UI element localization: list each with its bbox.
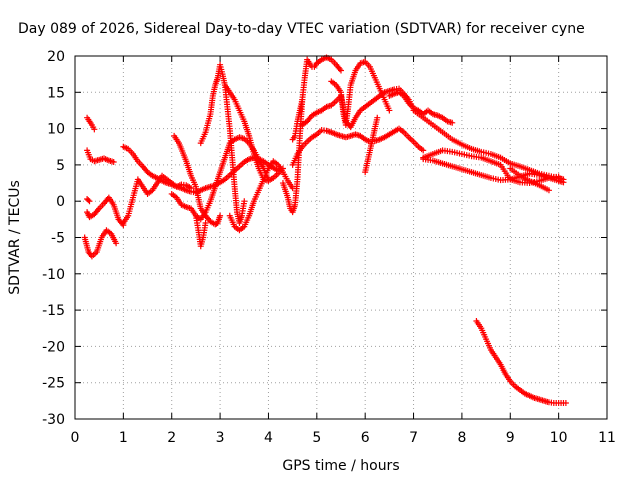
plot-border xyxy=(74,55,608,420)
x-tick-label: 8 xyxy=(457,430,466,446)
series-arc-03 xyxy=(84,194,127,229)
y-tick-label: -30 xyxy=(42,412,65,428)
series-arc-12 xyxy=(221,82,248,226)
data-point xyxy=(110,158,117,165)
y-tick-label: -15 xyxy=(42,303,65,319)
data-point xyxy=(85,197,92,204)
data-point xyxy=(91,126,98,133)
y-tick-label: 5 xyxy=(56,158,65,174)
series-arc-08 xyxy=(171,132,224,228)
data-layer xyxy=(81,54,569,407)
data-point xyxy=(299,96,306,103)
series-arc-09 xyxy=(168,134,272,223)
x-tick-label: 1 xyxy=(119,430,128,446)
series-arc-15 xyxy=(289,96,306,143)
series-arc-10 xyxy=(192,212,209,250)
y-tick-label: -5 xyxy=(51,231,65,247)
series-arc-05 xyxy=(84,196,93,205)
data-point xyxy=(545,187,552,194)
series-arc-22 xyxy=(410,107,567,183)
series-arc-24 xyxy=(420,147,562,187)
x-tick-label: 4 xyxy=(264,430,273,446)
y-tick-label: -20 xyxy=(42,339,65,355)
y-tick-label: -10 xyxy=(42,267,65,283)
grid-layer xyxy=(75,56,607,419)
y-tick-label: 15 xyxy=(47,85,65,101)
x-tick-label: 10 xyxy=(550,430,568,446)
data-point xyxy=(555,173,562,180)
x-tick-label: 7 xyxy=(409,430,418,446)
data-point xyxy=(188,185,195,192)
x-tick-label: 6 xyxy=(361,430,370,446)
data-point xyxy=(202,219,209,226)
data-point xyxy=(386,107,393,114)
series-arc-20 xyxy=(362,114,381,176)
series-arc-18 xyxy=(328,58,393,128)
data-point xyxy=(560,179,567,186)
data-point xyxy=(217,212,224,219)
data-point xyxy=(241,198,248,205)
y-tick-label: 20 xyxy=(47,49,65,65)
x-tick-label: 9 xyxy=(506,430,515,446)
series-arc-21 xyxy=(386,89,456,126)
x-tick-label: 5 xyxy=(312,430,321,446)
data-point xyxy=(86,198,93,205)
y-tick-label: 10 xyxy=(47,122,65,138)
series-arc-04 xyxy=(81,227,120,260)
data-point xyxy=(449,119,456,126)
series-arc-26 xyxy=(473,317,569,407)
x-tick-label: 3 xyxy=(216,430,225,446)
series-arc-19 xyxy=(313,54,344,74)
x-tick-label: 0 xyxy=(71,430,80,446)
series-arc-01 xyxy=(84,147,117,165)
x-tick-label: 2 xyxy=(167,430,176,446)
y-tick-label: 0 xyxy=(56,194,65,210)
series-arc-13 xyxy=(226,158,296,234)
series-arc-07 xyxy=(120,172,195,226)
y-tick-label: -25 xyxy=(42,376,65,392)
data-point xyxy=(374,114,381,121)
data-point xyxy=(113,240,120,247)
y-axis-label: SDTVAR / TECUs xyxy=(7,180,23,295)
data-point xyxy=(420,147,427,154)
data-point xyxy=(338,67,344,74)
x-axis-label: GPS time / hours xyxy=(282,458,399,474)
x-tick-label: 11 xyxy=(598,430,616,446)
data-point xyxy=(562,400,569,407)
chart-title: Day 089 of 2026, Sidereal Day-to-day VTE… xyxy=(18,21,585,37)
series-arc-25 xyxy=(507,165,552,194)
series-arc-16 xyxy=(289,125,427,168)
tick-layer: 0 1 2 3 4 5 6 7 8 9 10 11 -30 -25 -20 -15 -10 -5 0 5 10 15 20 xyxy=(42,49,616,446)
series-arc-02 xyxy=(84,114,98,133)
